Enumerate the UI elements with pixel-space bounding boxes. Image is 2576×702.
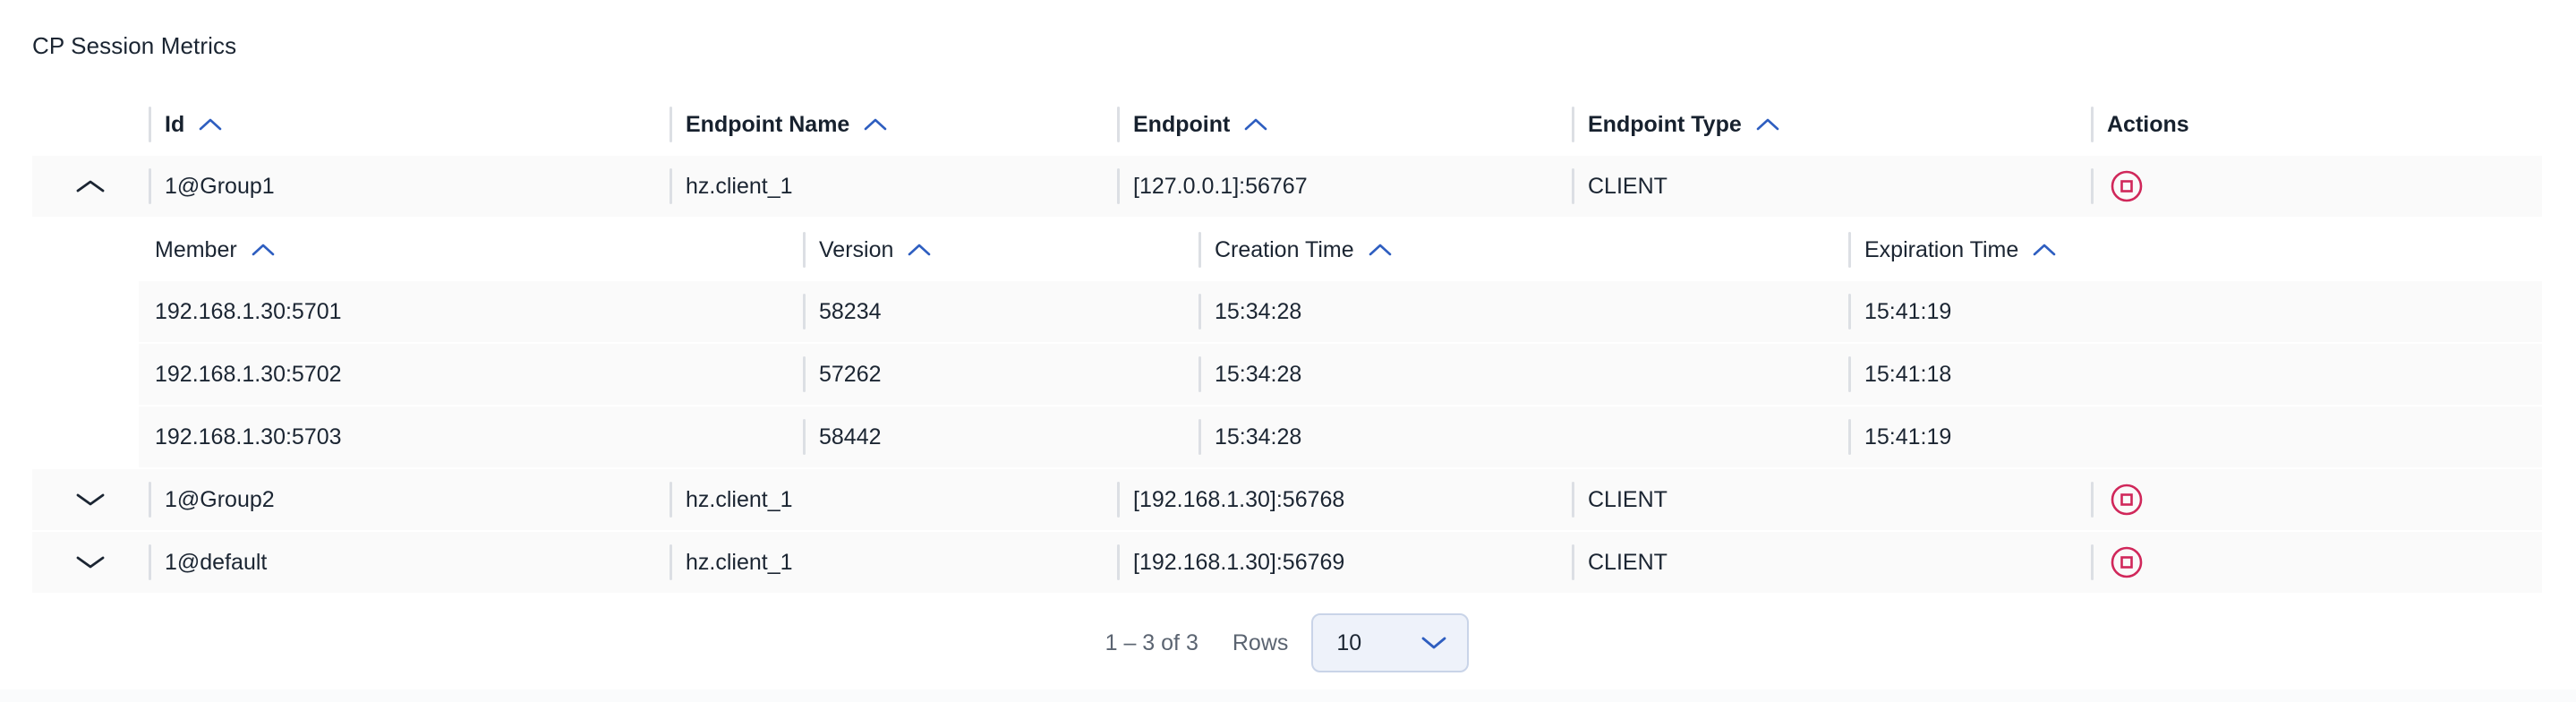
cell-expiration-time: 15:41:18 <box>1848 344 2542 405</box>
column-header-actions-label: Actions <box>2107 112 2189 137</box>
cell-id: 1@Group2 <box>149 469 670 530</box>
close-session-button[interactable] <box>2107 480 2146 519</box>
sort-asc-icon[interactable] <box>908 243 931 257</box>
panel-bottom-edge <box>0 689 2576 702</box>
cell-endpoint: [192.168.1.30]:56769 <box>1117 532 1572 593</box>
table-row[interactable]: 1@Group2 hz.client_1 [192.168.1.30]:5676… <box>32 469 2542 532</box>
stop-session-icon <box>2109 168 2145 204</box>
column-header-id-label: Id <box>165 112 185 137</box>
subcolumn-header-version-label: Version <box>819 237 894 262</box>
rows-per-page-label: Rows <box>1232 629 1289 655</box>
subcolumn-header-expiration-time[interactable]: Expiration Time <box>1848 218 2542 281</box>
cell-member: 192.168.1.30:5702 <box>155 362 342 387</box>
row-collapse-toggle[interactable] <box>32 156 149 217</box>
sort-asc-icon[interactable] <box>1369 243 1392 257</box>
row-expand-toggle[interactable] <box>32 532 149 593</box>
cell-creation-time: 15:34:28 <box>1198 281 1848 342</box>
close-session-button[interactable] <box>2107 167 2146 206</box>
column-header-endpoint-name[interactable]: Endpoint Name <box>670 93 1117 156</box>
subtable-header-row: Member Version Creation Time <box>139 218 2542 281</box>
cell-version: 57262 <box>803 344 1198 405</box>
table-pagination: 1 – 3 of 3 Rows 10 <box>32 609 2542 677</box>
cell-creation-time: 15:34:28 <box>1198 344 1848 405</box>
cell-actions <box>2091 532 2542 593</box>
cell-actions <box>2091 156 2542 217</box>
cell-endpoint: [192.168.1.30]:56768 <box>1117 469 1572 530</box>
cell-endpoint: [127.0.0.1]:56767 <box>1117 156 1572 217</box>
cell-expiration-time: 15:41:19 <box>1848 281 2542 342</box>
cell-member: 192.168.1.30:5703 <box>155 424 342 449</box>
cell-expiration-time: 15:41:19 <box>1848 407 2542 467</box>
cell-version: 58442 <box>803 407 1198 467</box>
column-header-endpoint-type-label: Endpoint Type <box>1588 112 1742 137</box>
cell-endpoint-type: CLIENT <box>1572 532 2091 593</box>
table-header-row: Id Endpoint Name Endpoint Endpoint Type <box>32 93 2542 156</box>
subtable-row[interactable]: 192.168.1.30:5703 58442 15:34:28 15:41:1… <box>139 407 2542 469</box>
subcolumn-header-version[interactable]: Version <box>803 218 1198 281</box>
chevron-down-icon <box>1420 635 1447 651</box>
subcolumn-header-creation-time[interactable]: Creation Time <box>1198 218 1848 281</box>
expand-column-header <box>32 93 149 156</box>
cell-id: 1@default <box>149 532 670 593</box>
subcolumn-header-member[interactable]: Member <box>139 218 803 281</box>
column-header-endpoint[interactable]: Endpoint <box>1117 93 1572 156</box>
cell-endpoint-type: CLIENT <box>1572 156 2091 217</box>
rows-per-page-value: 10 <box>1336 629 1362 655</box>
chevron-down-icon <box>75 491 106 509</box>
sort-asc-icon[interactable] <box>1756 117 1779 132</box>
cp-sessions-table: Id Endpoint Name Endpoint Endpoint Type <box>32 93 2542 595</box>
cell-endpoint-name: hz.client_1 <box>670 156 1117 217</box>
cell-member: 192.168.1.30:5701 <box>155 299 342 324</box>
column-header-endpoint-label: Endpoint <box>1133 112 1231 137</box>
cell-version: 58234 <box>803 281 1198 342</box>
sort-asc-icon[interactable] <box>252 243 275 257</box>
column-header-id[interactable]: Id <box>149 93 670 156</box>
table-row[interactable]: 1@Group1 hz.client_1 [127.0.0.1]:56767 C… <box>32 156 2542 218</box>
cell-actions <box>2091 469 2542 530</box>
cell-id: 1@Group1 <box>149 156 670 217</box>
subcolumn-header-creation-time-label: Creation Time <box>1215 237 1354 262</box>
chevron-down-icon <box>75 553 106 571</box>
cp-session-members-subtable: Member Version Creation Time <box>139 218 2542 469</box>
subcolumn-header-expiration-time-label: Expiration Time <box>1864 237 2019 262</box>
row-expand-toggle[interactable] <box>32 469 149 530</box>
cell-endpoint-type: CLIENT <box>1572 469 2091 530</box>
cell-endpoint-name: hz.client_1 <box>670 532 1117 593</box>
cell-endpoint-name: hz.client_1 <box>670 469 1117 530</box>
subtable-row[interactable]: 192.168.1.30:5702 57262 15:34:28 15:41:1… <box>139 344 2542 407</box>
chevron-up-icon <box>75 177 106 195</box>
rows-per-page-select[interactable]: 10 <box>1311 613 1470 672</box>
column-header-endpoint-name-label: Endpoint Name <box>686 112 850 137</box>
stop-session-icon <box>2109 544 2145 580</box>
subtable-row[interactable]: 192.168.1.30:5701 58234 15:34:28 15:41:1… <box>139 281 2542 344</box>
pagination-range: 1 – 3 of 3 <box>1105 629 1198 655</box>
sort-asc-icon[interactable] <box>199 117 222 132</box>
sort-asc-icon[interactable] <box>864 117 887 132</box>
column-header-actions: Actions <box>2091 93 2542 156</box>
close-session-button[interactable] <box>2107 543 2146 582</box>
subcolumn-header-member-label: Member <box>155 237 237 262</box>
page-title: CP Session Metrics <box>32 32 237 59</box>
sort-asc-icon[interactable] <box>1244 117 1267 132</box>
cell-creation-time: 15:34:28 <box>1198 407 1848 467</box>
table-row[interactable]: 1@default hz.client_1 [192.168.1.30]:567… <box>32 532 2542 595</box>
sort-asc-icon[interactable] <box>2033 243 2056 257</box>
stop-session-icon <box>2109 482 2145 518</box>
column-header-endpoint-type[interactable]: Endpoint Type <box>1572 93 2091 156</box>
